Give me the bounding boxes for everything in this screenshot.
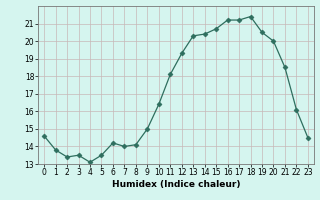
X-axis label: Humidex (Indice chaleur): Humidex (Indice chaleur): [112, 180, 240, 189]
